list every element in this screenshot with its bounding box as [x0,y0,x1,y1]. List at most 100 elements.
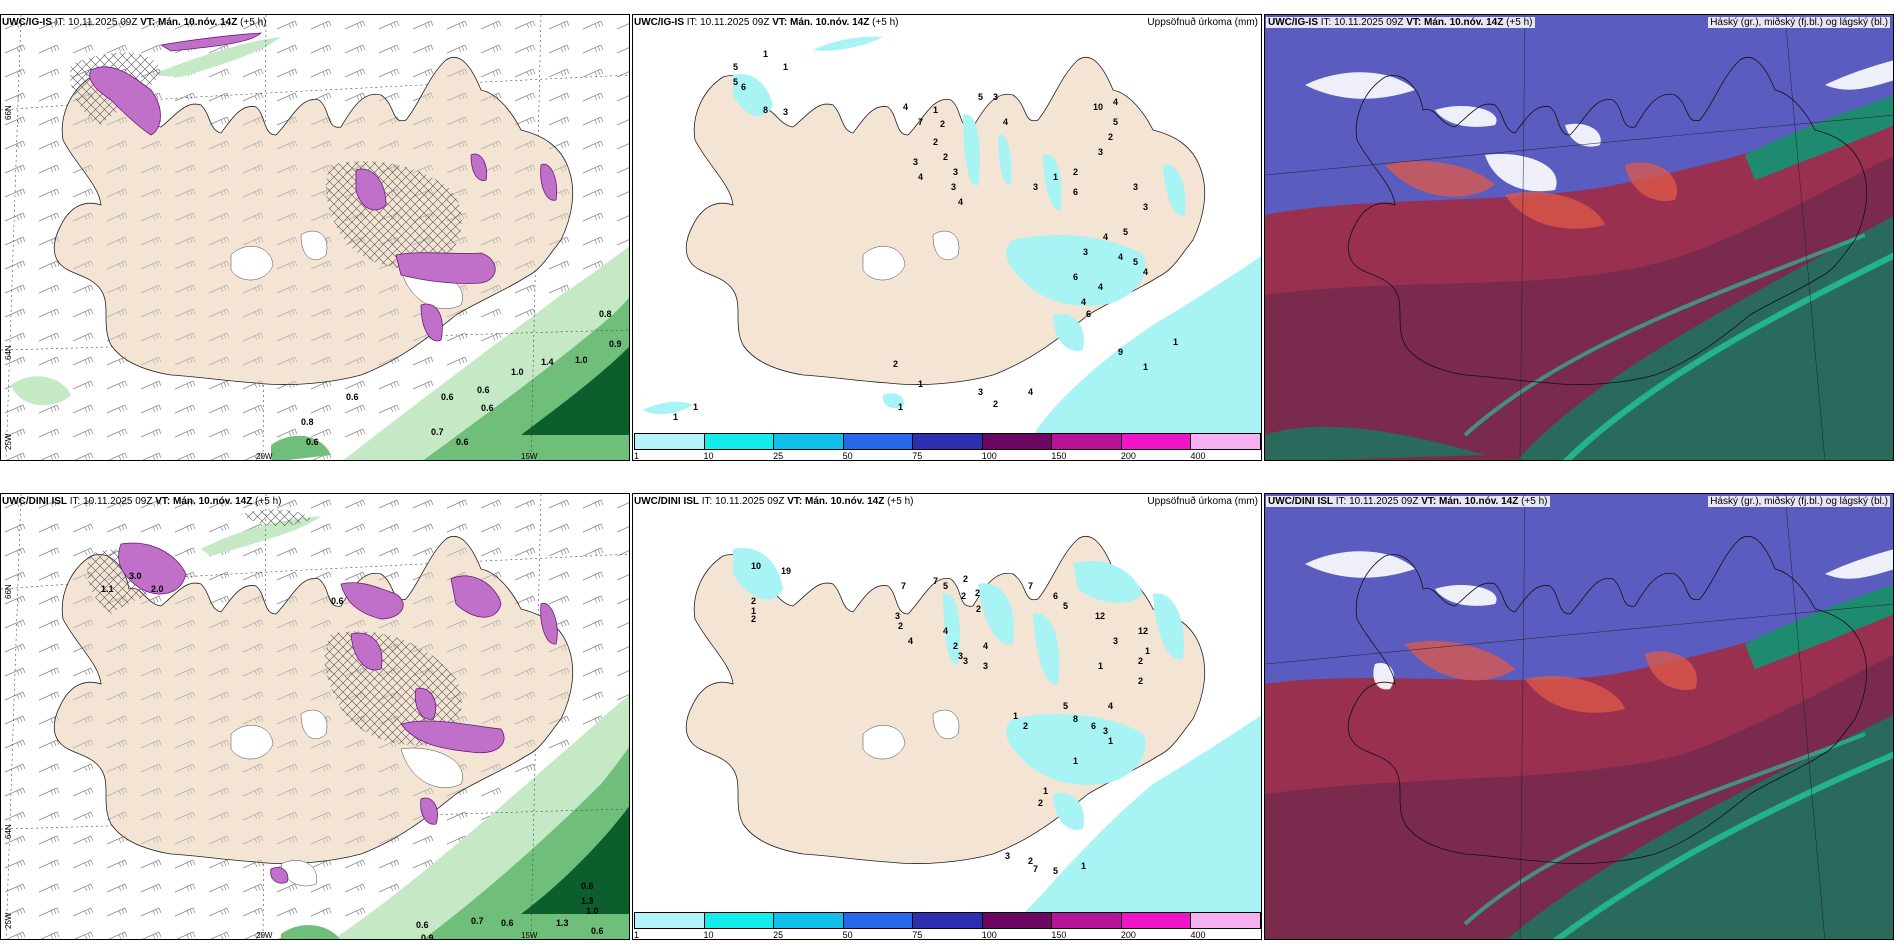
precip-value: 4 [908,636,913,646]
icing-contour-label: 0.6 [456,437,469,447]
precip-value: 3 [978,387,983,397]
precip-value: 2 [1138,676,1143,686]
precip-value: 6 [1091,721,1096,731]
init-prefix: IT: [1335,496,1347,507]
colorbar-tick: 10 [703,930,714,940]
precip-value: 6 [1053,591,1058,601]
icing-contour-label: 0.6 [581,881,594,891]
precip-value: 2 [893,359,898,369]
model-name: UWC/DINI ISL [634,496,699,507]
precip-value: 4 [1028,387,1033,397]
dini-precip-map: 10 19 2 1 2 7 7 5 2 2 2 2 3 2 4 4 2 3 3 4 3 7 6 5 12 12 1 2 3 1 2 4 5 8 6 3… [632,493,1262,940]
icing-contour-label: 0.8 [599,309,612,319]
precip-value: 2 [943,152,948,162]
precip-value: 4 [1108,701,1113,711]
precip-value: 5 [733,62,738,72]
precip-value: 4 [1081,297,1086,307]
precip-value: 5 [1063,601,1068,611]
icing-contour-label: 1.1 [101,584,114,594]
precip-value: 2 [1028,856,1033,866]
icing-contour-label: 0.6 [331,596,344,606]
precip-value: 2 [940,119,945,129]
precip-value: 1 [693,402,698,412]
panel-header: UWC/DINI ISL IT: 10.11.2025 09Z VT: Mán.… [1266,496,1550,507]
model-name: UWC/IG-IS [2,17,52,28]
panel-title: Uppsöfnuð úrkoma (mm) [1147,17,1258,28]
colorbar-swatch [1190,912,1261,929]
colorbar-tick: 200 [1120,451,1136,461]
precip-value: 1 [1098,661,1103,671]
precip-colorbar: 1 10 25 50 75 100 150 200 400 [634,912,1261,940]
precip-value: 12 [1095,611,1105,621]
dini-cloud-canvas [1265,494,1893,939]
icing-blobs [89,32,558,342]
ig-cloud-map: UWC/IG-IS IT: 10.11.2025 09Z VT: Mán. 10… [1264,14,1894,461]
precip-value: 1 [1053,172,1058,182]
precip-value: 3 [953,167,958,177]
precip-value: 7 [901,581,906,591]
precip-value: 3 [983,661,988,671]
precip-value: 6 [1073,187,1078,197]
precip-value: 2 [751,596,756,606]
valid-prefix: VT: [772,17,788,28]
init-time: 10.11.2025 09Z [715,496,785,507]
init-time: 10.11.2025 09Z [68,17,138,28]
precip-areas [733,74,1186,409]
colorbar-swatch [842,912,914,929]
init-prefix: IT: [686,17,698,28]
precip-value: 3 [958,651,963,661]
precip-value: 4 [943,626,948,636]
precip-value: 10 [1093,102,1103,112]
valid-prefix: VT: [787,496,803,507]
valid-time: Mán. 10.nóv. 14Z [158,17,238,28]
precip-value: 3 [913,157,918,167]
lat-64n-label: 64N [4,824,13,839]
valid-time: Mán. 10.nóv. 14Z [173,496,253,507]
valid-time: Mán. 10.nóv. 14Z [1439,496,1519,507]
colorbar-swatch [1120,433,1192,450]
icing-contour-label: 0.7 [431,427,444,437]
precip-value: 6 [741,82,746,92]
precip-value: 1 [763,49,768,59]
ig-cloud-canvas [1265,15,1893,460]
colorbar-swatch [1051,912,1122,929]
precip-value: 2 [993,399,998,409]
precip-value: 3 [1113,636,1118,646]
colorbar-tick: 400 [1190,451,1206,461]
lat-64n-label: 64N [4,345,13,360]
precip-value: 5 [733,77,738,87]
precip-value: 2 [898,621,903,631]
model-name: UWC/DINI ISL [1268,496,1333,507]
precip-value: 3 [951,182,956,192]
model-name: UWC/DINI ISL [2,496,67,507]
precip-value: 7 [1033,864,1038,874]
panel-header: UWC/IG-IS IT: 10.11.2025 09Z VT: Mán. 10… [1266,17,1535,28]
lon-20w-label: 20W [256,931,273,940]
colorbar-swatch [634,433,705,450]
colorbar-tick: 100 [981,930,997,940]
precip-value: 1 [898,402,903,412]
precip-value: 3 [783,107,788,117]
precip-value: 2 [1108,132,1113,142]
icing-contour-label: 0.6 [481,403,494,413]
precip-value: 3 [993,92,998,102]
colorbar-swatch [912,912,983,929]
icing-contour-label: 1.3 [581,896,594,906]
precip-value: 1 [1081,861,1086,871]
icing-contour-label: 2.0 [151,584,164,594]
icing-contour-label: 1.3 [556,918,569,928]
colorbar-swatch [773,912,844,929]
icing-contour-label: 0.7 [471,916,484,926]
colorbar-swatch [842,433,914,450]
precip-value: 4 [1143,267,1148,277]
precip-value: 4 [1103,232,1108,242]
precip-value: 3 [1103,726,1108,736]
precip-value: 2 [1023,721,1028,731]
colorbar-tick: 100 [981,451,997,461]
precip-value: 2 [976,604,981,614]
model-name: UWC/IG-IS [1268,17,1318,28]
precip-value: 6 [1086,309,1091,319]
precip-value: 7 [933,576,938,586]
